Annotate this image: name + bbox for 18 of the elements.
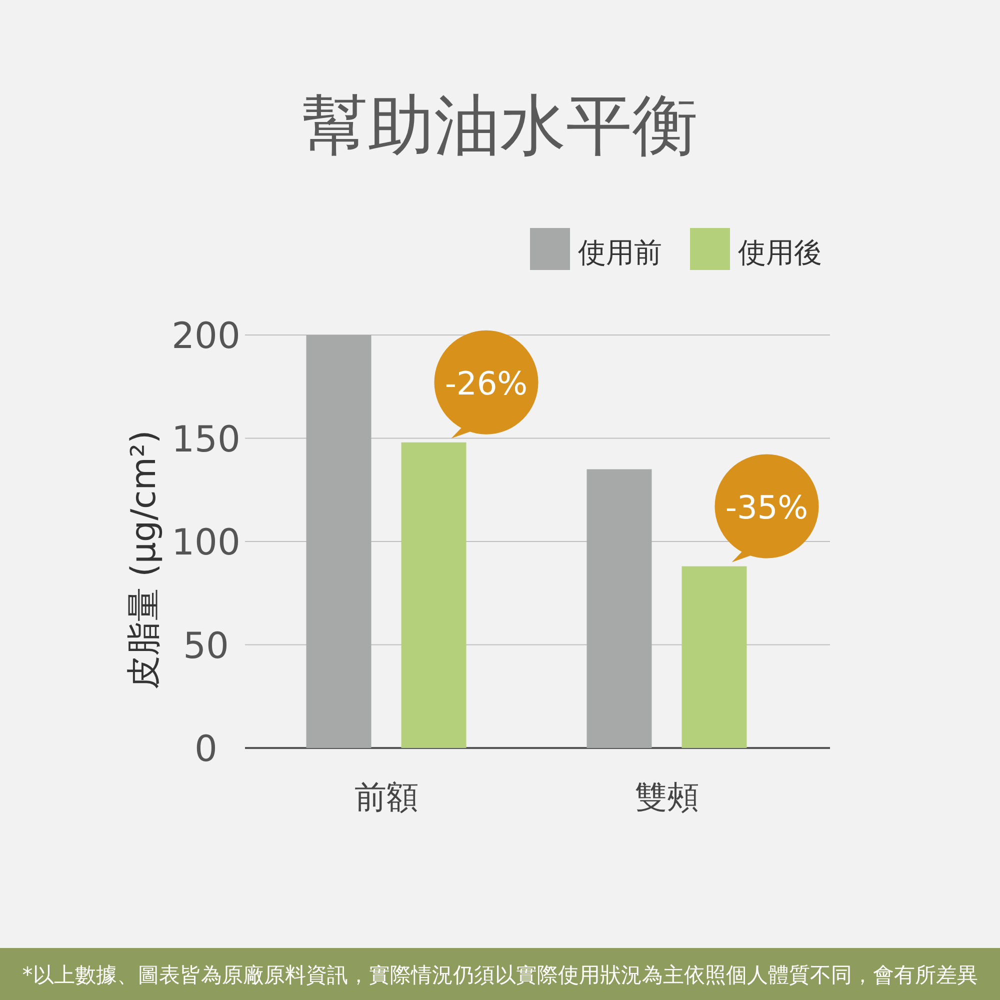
x-tick-label: 雙頰 [634,778,699,816]
y-tick-label: 100 [172,522,240,564]
annotation: -35% [725,488,808,526]
y-tick-label: 150 [172,419,240,460]
y-tick-label: 200 [172,316,240,357]
y-axis-title: 皮脂量 (μg/cm²) [124,430,164,690]
bar [586,469,652,748]
text: *以上數據、圖表皆為原廠原料資訊，實際情況仍須以實際使用狀況為主依照個人體質不同，會有所差異 [22,963,978,987]
bar [682,566,747,748]
chart-title: 幫助油水平衡 [302,87,698,164]
annotation: -26% [444,364,528,402]
x-tick-label: 前額 [354,778,418,816]
legend-label: 使用前 [578,236,662,269]
legend-label: 使用後 [738,236,822,269]
bar [306,335,372,748]
y-tick-label: 50 [183,626,229,667]
y-tick-label: 0 [194,729,218,770]
bar [401,442,466,748]
